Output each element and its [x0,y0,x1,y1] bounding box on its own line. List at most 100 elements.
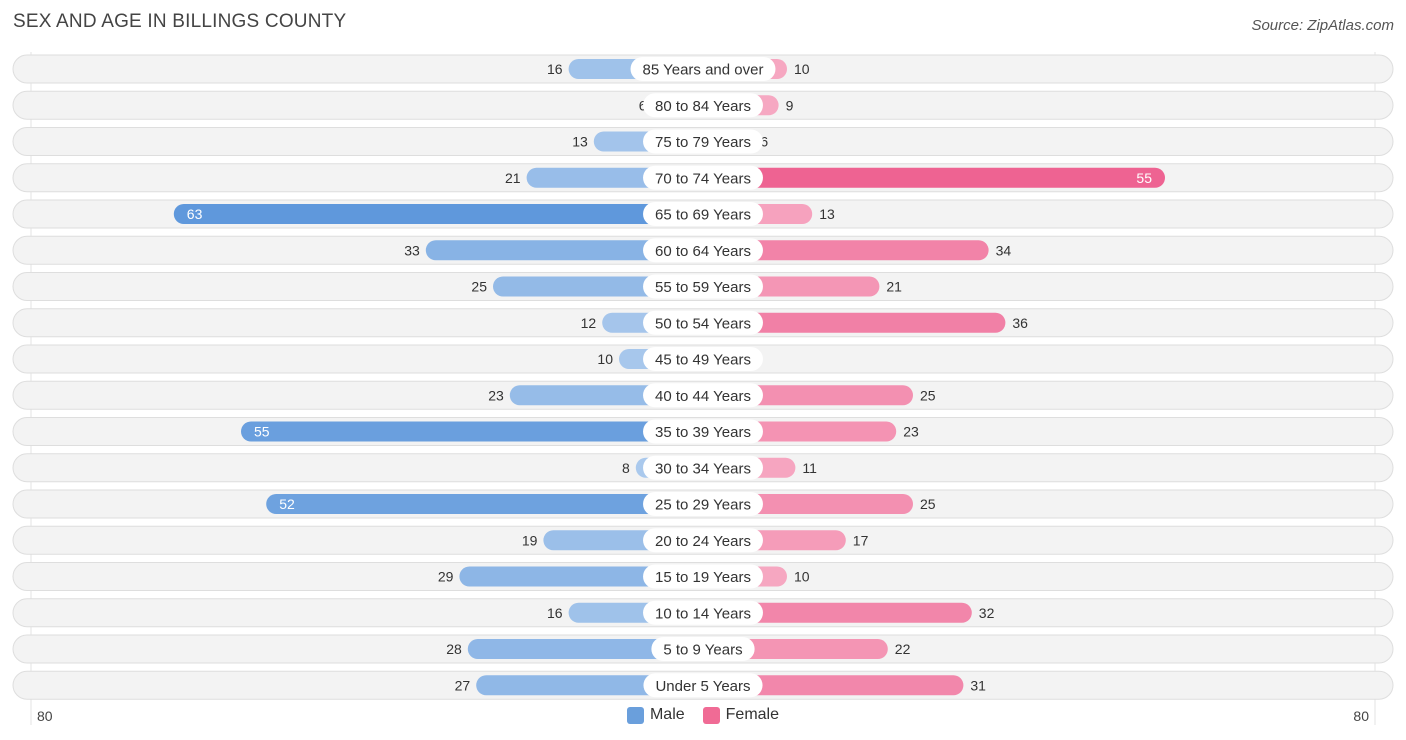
value-label-male: 33 [404,242,420,258]
category-pill [643,419,763,444]
bar-female[interactable] [703,167,1165,188]
legend-item-female[interactable]: Female [702,706,780,724]
category-label: 40 to 44 Years [655,388,751,405]
bar-female[interactable] [703,602,972,623]
value-label-male: 27 [455,677,471,693]
value-label-male: 6 [639,97,647,113]
value-label-female: 32 [979,605,995,621]
value-label-female: 22 [895,641,911,657]
value-label-male: 12 [581,315,597,331]
chart-row: 52 25 25 to 29 Years [12,489,1394,519]
page-title: SEX AND AGE IN BILLINGS COUNTY [13,11,347,32]
bar-female[interactable] [703,240,989,261]
value-label-male: 63 [187,206,203,222]
chart-row: 33 34 60 to 64 Years [12,235,1394,265]
value-label-female: 55 [1136,170,1152,186]
value-label-female: 23 [903,424,919,440]
category-label: 65 to 69 Years [655,207,751,224]
value-label-female: 34 [996,242,1012,258]
chart-row: 16 32 10 to 14 Years [12,598,1394,628]
category-label: 50 to 54 Years [655,315,751,332]
category-pill [643,383,763,408]
category-label: 45 to 49 Years [655,352,751,369]
value-label-male: 25 [471,279,487,295]
value-label-female: 6 [760,134,768,150]
chart-row: 10345 to 49 Years [12,344,1394,374]
category-label: 30 to 34 Years [655,460,751,477]
value-label-male: 16 [547,605,563,621]
value-label-female: 31 [970,677,986,693]
axis-label-right: 80 [1353,708,1369,724]
chart-row: 6 9 80 to 84 Years [12,90,1394,120]
chart-row: 63 13 65 to 69 Years [12,199,1394,229]
legend-label-female: Female [725,706,780,723]
value-label-male: 28 [446,641,462,657]
value-label-female: 11 [802,460,817,476]
value-label-female: 13 [819,206,835,222]
bar-male[interactable] [173,204,704,224]
chart-row: 28 22 5 to 9 Years [12,634,1394,664]
category-label: Under 5 Years [655,678,750,695]
chart-row: 19 17 20 to 24 Years [12,525,1394,555]
legend-label-male: Male [649,706,685,723]
category-pill [643,310,763,335]
bar-female[interactable] [703,312,1006,333]
chart-row: 55 23 35 to 39 Years [12,417,1394,446]
bar-male[interactable] [459,566,703,587]
category-label: 60 to 64 Years [655,243,751,260]
axis-label-left: 80 [37,708,53,724]
category-pill [643,600,763,625]
chart-row: 13 6 75 to 79 Years [12,127,1394,156]
category-label: 25 to 29 Years [655,497,751,514]
chart-row: 27 31 Under 5 Years [12,670,1394,700]
value-label-male: 23 [488,387,504,403]
legend: Male Female [0,706,1406,724]
legend-swatch-male [626,706,644,724]
category-pill [643,347,763,371]
legend-swatch-female [702,706,720,724]
bar-male[interactable] [425,240,703,261]
bar-male[interactable] [467,639,703,659]
value-label-male: 16 [547,61,563,77]
category-pill [643,238,763,263]
category-pill [643,274,763,299]
value-label-male: 55 [254,424,270,440]
chart-row: 16 10 85 Years and over [12,54,1394,84]
chart-row: 8 11 30 to 34 Years [12,453,1394,483]
category-label: 85 Years and over [643,62,764,79]
category-pill [643,455,763,480]
chart-row: 12 36 50 to 54 Years [12,308,1394,338]
category-label: 20 to 24 Years [655,533,751,550]
value-label-female: 36 [1012,315,1028,331]
value-label-female: 25 [920,496,936,512]
bar-male[interactable] [266,494,703,514]
category-label: 5 to 9 Years [663,642,742,659]
category-pill [651,637,755,661]
category-label: 35 to 39 Years [655,424,751,441]
category-pill [630,57,776,81]
value-label-male: 29 [438,569,454,585]
value-label-male: 52 [279,496,295,512]
value-label-female: 10 [794,569,810,585]
chart-row: 23 25 40 to 44 Years [12,380,1394,410]
value-label-male: 21 [505,170,521,186]
category-pill [643,673,763,698]
bar-female[interactable] [703,675,964,696]
chart-row: 21 55 70 to 74 Years [12,163,1394,193]
category-label: 55 to 59 Years [655,279,751,296]
value-label-male: 19 [522,532,538,548]
source-label: Source: ZipAtlas.com [1251,17,1394,34]
category-label: 75 to 79 Years [655,134,751,151]
category-label: 80 to 84 Years [655,98,751,115]
bar-male[interactable] [241,421,703,442]
category-pill [643,492,763,516]
legend-item-male[interactable]: Male [626,706,685,724]
category-pill [643,165,763,190]
chart-row: 29 10 15 to 19 Years [12,562,1394,591]
value-label-male: 13 [572,134,588,150]
category-pill [643,93,763,118]
value-label-male: 8 [622,460,630,476]
value-label-female: 9 [786,97,794,113]
value-label-female: 25 [920,387,936,403]
category-pill [643,202,763,226]
